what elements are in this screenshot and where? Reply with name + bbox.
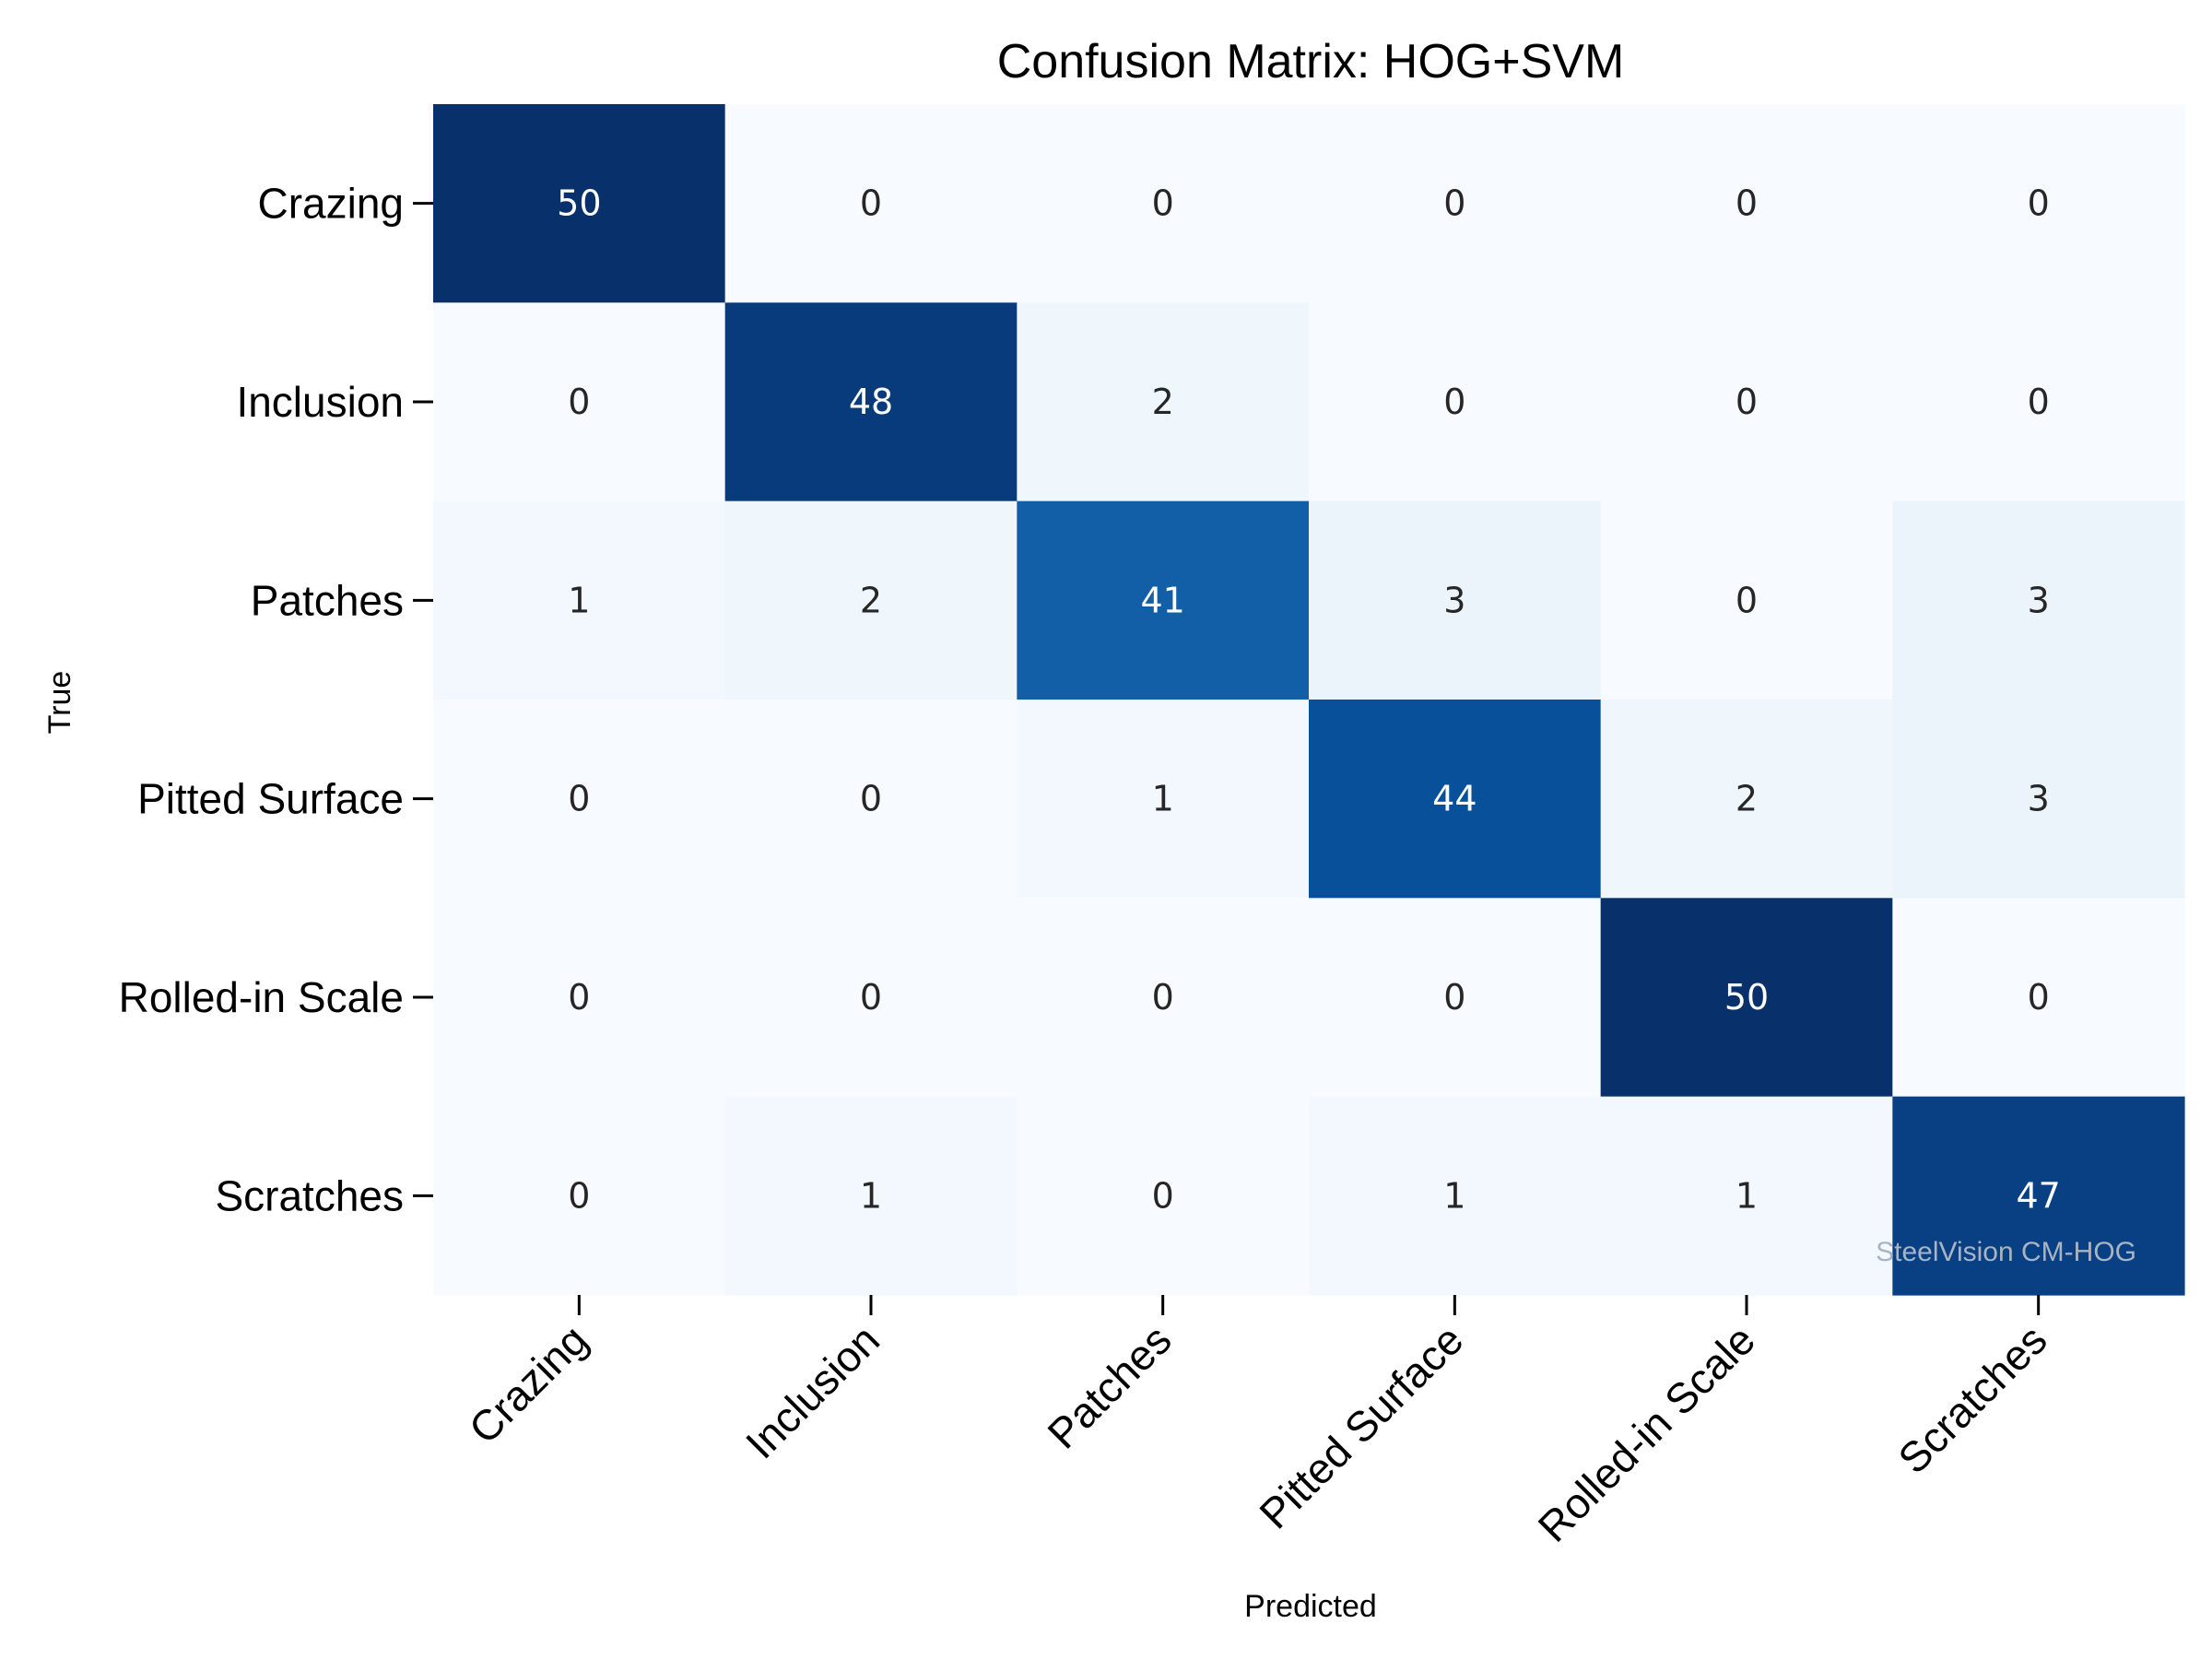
heatmap-cell [1017, 104, 1310, 303]
cell-value-label: 0 [2028, 183, 2050, 224]
heatmap-cell [1600, 302, 1893, 502]
heatmap-cell [724, 104, 1018, 303]
heatmap-cell [1600, 500, 1893, 700]
heatmap-cell [724, 500, 1018, 700]
cell-value-label: 0 [1735, 580, 1758, 620]
axis-ticks [413, 202, 2041, 1315]
x-axis-label: Predicted [1244, 1589, 1377, 1624]
heatmap-cell [1892, 700, 2185, 899]
cell-value-label: 50 [1724, 977, 1769, 1018]
cell-value-label: 0 [2028, 977, 2050, 1018]
heatmap-cell [1892, 898, 2185, 1098]
cell-value-label: 0 [1443, 977, 1465, 1018]
heatmap-cell [1600, 1096, 1893, 1296]
cell-value-label: 3 [2028, 580, 2050, 620]
x-tick-label: Crazing [460, 1315, 597, 1453]
cell-value-label: 2 [860, 580, 882, 620]
heatmap-cell [433, 302, 726, 502]
cell-value-label: 0 [568, 779, 590, 819]
heatmap-cell [1309, 104, 1602, 303]
heatmap-cell [1017, 500, 1310, 700]
cell-value-label: 1 [1152, 779, 1174, 819]
heatmap-cell [1600, 898, 1893, 1098]
y-tick-label: Rolled-in Scale [119, 973, 404, 1021]
heatmap-cell [724, 302, 1018, 502]
cell-value-label: 0 [568, 977, 590, 1018]
heatmap-cell [1892, 104, 2185, 303]
cell-value-label: 2 [1152, 382, 1174, 422]
y-tick-label: Crazing [257, 180, 404, 228]
cell-value-label: 1 [1735, 1175, 1758, 1216]
heatmap-cell [1892, 302, 2185, 502]
cell-value-label: 50 [557, 183, 601, 224]
heatmap-cell [1600, 104, 1893, 303]
x-tick-label: Rolled-in Scale [1529, 1315, 1765, 1551]
heatmap-cell [1309, 500, 1602, 700]
x-tick-label: Pitted Surface [1250, 1315, 1472, 1537]
heatmap-cells: 50 0 0 0 0 0 0 48 2 0 0 0 1 2 41 3 0 3 0 0 1 44 2 3 0 0 0 0 50 0 0 1 0 1 1… [433, 104, 2185, 1296]
heatmap-cell [1017, 302, 1310, 502]
cell-value-label: 1 [568, 580, 590, 620]
cell-value-label: 41 [1140, 580, 1184, 620]
heatmap-cell [433, 1096, 726, 1296]
cell-value-label: 0 [2028, 382, 2050, 422]
cell-value-label: 0 [860, 183, 882, 224]
x-tick-label: Scratches [1888, 1315, 2055, 1482]
y-tick-label: Scratches [215, 1171, 404, 1219]
cell-value-label: 1 [1443, 1175, 1465, 1216]
heatmap-cell [724, 1096, 1018, 1296]
cell-value-label: 2 [1735, 779, 1758, 819]
cell-value-label: 0 [1443, 183, 1465, 224]
heatmap-cell [1892, 500, 2185, 700]
heatmap-cell [433, 898, 726, 1098]
heatmap-cell [1017, 898, 1310, 1098]
heatmap-cell [1017, 1096, 1310, 1296]
cell-value-label: 0 [568, 382, 590, 422]
cell-value-label: 3 [1443, 580, 1465, 620]
heatmap-cell [433, 700, 726, 899]
cell-value-label: 47 [2016, 1175, 2060, 1216]
y-tick-labels: Crazing Inclusion Patches Pitted Surface Rol… [119, 180, 404, 1220]
cell-value-label: 0 [1735, 382, 1758, 422]
cell-value-label: 0 [568, 1175, 590, 1216]
cell-value-label: 0 [1443, 382, 1465, 422]
watermark: SteelVision CM-HOG [1876, 1237, 2136, 1267]
x-tick-label: Patches [1038, 1315, 1180, 1457]
cell-value-label: 48 [849, 382, 893, 422]
cell-value-label: 0 [1152, 1175, 1174, 1216]
cell-value-label: 44 [1432, 779, 1477, 819]
heatmap-cell [433, 500, 726, 700]
heatmap-cell [724, 700, 1018, 899]
cell-value-label: 1 [860, 1175, 882, 1216]
x-tick-labels: Crazing Inclusion Patches Pitted Surface Rol… [460, 1315, 2056, 1551]
cell-value-label: 0 [860, 779, 882, 819]
cell-value-label: 0 [1152, 977, 1174, 1018]
heatmap-cell [1892, 1096, 2185, 1296]
heatmap-cell [1309, 1096, 1602, 1296]
y-axis-label: True [42, 671, 77, 735]
heatmap-cell [1309, 700, 1602, 899]
y-tick-label: Pitted Surface [137, 775, 404, 823]
heatmap-cell [1017, 700, 1310, 899]
heatmap-cell [1600, 700, 1893, 899]
chart-title: Confusion Matrix: HOG+SVM [997, 35, 1625, 88]
x-tick-label: Inclusion [736, 1315, 888, 1467]
heatmap-cell [1309, 302, 1602, 502]
cell-value-label: 0 [1735, 183, 1758, 224]
heatmap-cell [1309, 898, 1602, 1098]
y-tick-label: Patches [251, 576, 404, 624]
heatmap-cell [724, 898, 1018, 1098]
cell-value-label: 3 [2028, 779, 2050, 819]
cell-value-label: 0 [860, 977, 882, 1018]
y-tick-label: Inclusion [236, 378, 404, 426]
heatmap-cell [433, 104, 726, 303]
cell-value-label: 0 [1152, 183, 1174, 224]
